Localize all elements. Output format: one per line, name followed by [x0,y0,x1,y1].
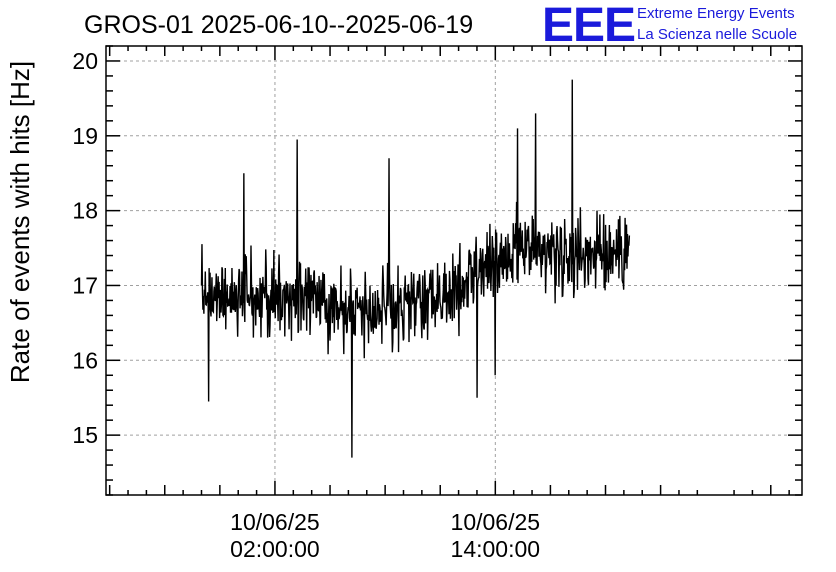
data-series [200,79,631,458]
x-tick-time: 14:00:00 [451,536,541,562]
rate-series-line [200,79,631,458]
logo-line-2: La Scienza nelle Scuole [637,26,797,43]
y-tick-label: 16 [72,347,98,373]
x-tick-date: 10/06/25 [230,509,320,535]
y-tick-label: 19 [72,123,98,149]
y-tick-label: 15 [72,422,98,448]
x-tick-date: 10/06/25 [451,509,541,535]
y-tick-label: 18 [72,198,98,224]
axis-ticks [106,45,802,496]
y-axis-label: Rate of events with hits [Hz] [5,61,35,383]
grid [106,46,802,495]
logo-line-1: Extreme Energy Events [637,5,795,22]
chart-title: GROS-01 2025-06-10--2025-06-19 [84,11,473,39]
y-tick-label: 17 [72,272,98,298]
eee-logo-letters: EEE [542,0,635,52]
y-tick-label: 20 [72,48,98,74]
x-tick-time: 02:00:00 [230,536,320,562]
plot-frame [105,45,803,496]
tick-labels: 15161718192010/06/2502:00:0010/06/2514:0… [72,48,540,562]
